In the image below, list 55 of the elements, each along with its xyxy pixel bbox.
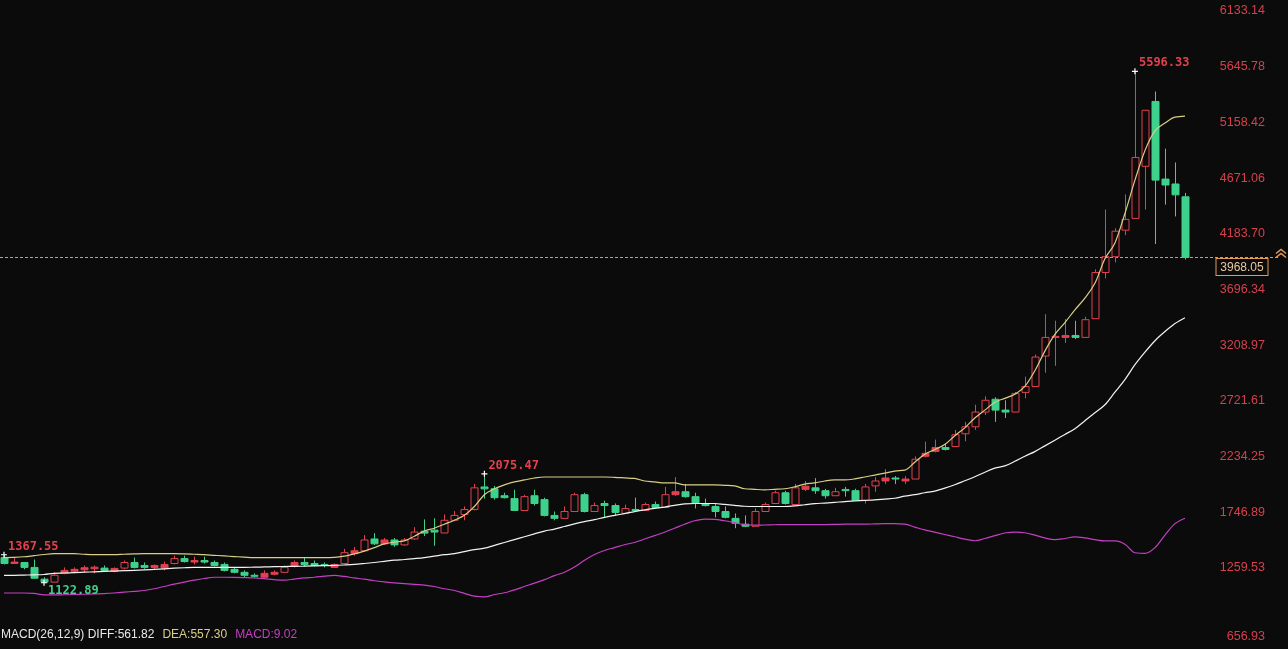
candlestick <box>891 475 900 485</box>
y-tick-label: 5645.78 <box>1219 59 1266 74</box>
candlestick <box>781 490 790 506</box>
candlestick <box>1071 320 1080 340</box>
candlestick <box>410 526 419 541</box>
candlestick <box>190 556 199 565</box>
candlestick <box>1091 268 1100 320</box>
ref-line-label: 3968.05 <box>1220 260 1265 275</box>
y-tick-label: 2721.61 <box>1219 393 1266 408</box>
annotation: 2075.47 <box>488 457 539 472</box>
candlestick <box>580 492 589 513</box>
candlestick <box>1011 391 1020 413</box>
annotation: DEA:557.30 <box>162 627 228 641</box>
candlestick <box>510 489 519 511</box>
candlestick <box>1081 316 1090 338</box>
annotation: MACD:9.02 <box>235 627 298 641</box>
y-tick-label: 5158.42 <box>1219 114 1266 129</box>
candlestick <box>611 503 620 516</box>
candlestick <box>771 490 780 504</box>
candlestick <box>1121 193 1130 236</box>
annotation: 5596.33 <box>1138 55 1190 70</box>
candlestick <box>641 502 650 511</box>
y-tick-label: 3696.34 <box>1219 281 1266 296</box>
y-tick-label: 1259.53 <box>1219 560 1266 575</box>
candlestick <box>460 505 469 521</box>
annotation: 1367.55 <box>8 538 59 553</box>
candlestick <box>290 560 299 568</box>
candlestick <box>951 429 960 448</box>
candlestick <box>370 532 379 546</box>
candlestick <box>10 557 19 565</box>
candlestick <box>180 555 189 563</box>
candlestick <box>600 500 609 518</box>
candlestick <box>621 504 630 514</box>
candlestick <box>941 443 950 451</box>
line-series <box>3 317 1186 576</box>
y-tick-label: 656.93 <box>1226 629 1266 644</box>
candlestick <box>831 487 840 497</box>
candlestick <box>50 571 59 583</box>
annotation: 1122.89 <box>48 582 99 597</box>
y-tick-label: 3208.97 <box>1219 337 1266 352</box>
candlestick <box>470 483 479 511</box>
line-series <box>3 517 1186 598</box>
candlestick <box>631 497 640 513</box>
y-tick-label: 4183.70 <box>1219 226 1266 241</box>
y-tick-label: 1746.89 <box>1219 504 1266 519</box>
candlestick <box>590 502 599 513</box>
candlestick <box>170 555 179 565</box>
annotation: MACD(26,12,9) DIFF:561.82 <box>1 627 155 641</box>
candlestick <box>400 537 409 547</box>
y-tick-label: 4671.06 <box>1219 170 1266 185</box>
y-tick-label: 6133.14 <box>1219 3 1266 18</box>
candlestick <box>1181 192 1190 261</box>
y-tick-label: 2234.25 <box>1219 449 1266 464</box>
candlestick <box>100 564 109 572</box>
candlestick <box>520 494 529 511</box>
